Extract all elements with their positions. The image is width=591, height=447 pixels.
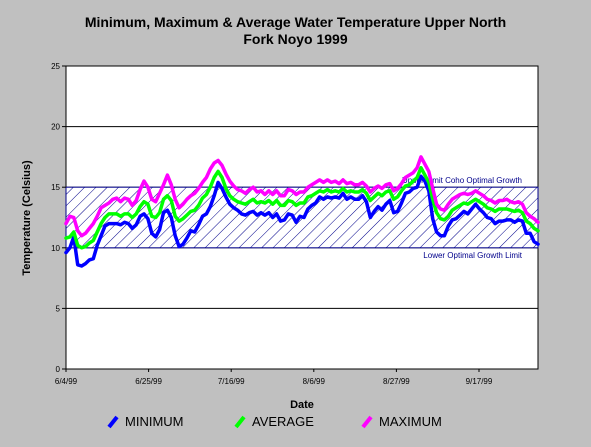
y-tick-label: 5 (56, 304, 61, 313)
legend-swatch-maximum (361, 415, 373, 428)
legend-item-minimum: MINIMUM (107, 414, 184, 429)
series-line-minimum (64, 174, 540, 268)
y-tick-label: 0 (56, 365, 61, 374)
upper-limit-label: Upper Limit Coho Optimal Growth (402, 176, 522, 185)
legend-swatch-average (234, 415, 246, 428)
legend-label-minimum: MINIMUM (125, 414, 184, 429)
legend-label-maximum: MAXIMUM (379, 414, 442, 429)
y-tick-label: 25 (51, 62, 60, 71)
y-axis-label: Temperature (Celsius) (21, 160, 33, 276)
x-tick-label: 7/16/99 (218, 377, 245, 386)
legend-item-average: AVERAGE (234, 414, 314, 429)
x-tick-label: 8/6/99 (303, 377, 326, 386)
x-tick-label: 6/4/99 (55, 377, 78, 386)
legend-label-average: AVERAGE (252, 414, 314, 429)
x-tick-label: 6/25/99 (135, 377, 162, 386)
x-axis-label: Date (290, 399, 314, 411)
chart-title-line-2: Fork Noyo 1999 (243, 31, 348, 47)
legend-item-maximum: MAXIMUM (361, 414, 442, 429)
legend-swatch-minimum (107, 415, 119, 428)
series-line-maximum (64, 155, 540, 238)
y-tick-label: 15 (51, 183, 60, 192)
y-tick-label: 10 (51, 244, 60, 253)
y-tick-label: 20 (51, 123, 60, 132)
x-tick-label: 8/27/99 (383, 377, 410, 386)
x-tick-label: 9/17/99 (466, 377, 493, 386)
chart-title-line-1: Minimum, Maximum & Average Water Tempera… (84, 14, 507, 30)
series-line-average (64, 166, 540, 250)
lower-limit-label: Lower Optimal Growth Limit (423, 251, 522, 260)
